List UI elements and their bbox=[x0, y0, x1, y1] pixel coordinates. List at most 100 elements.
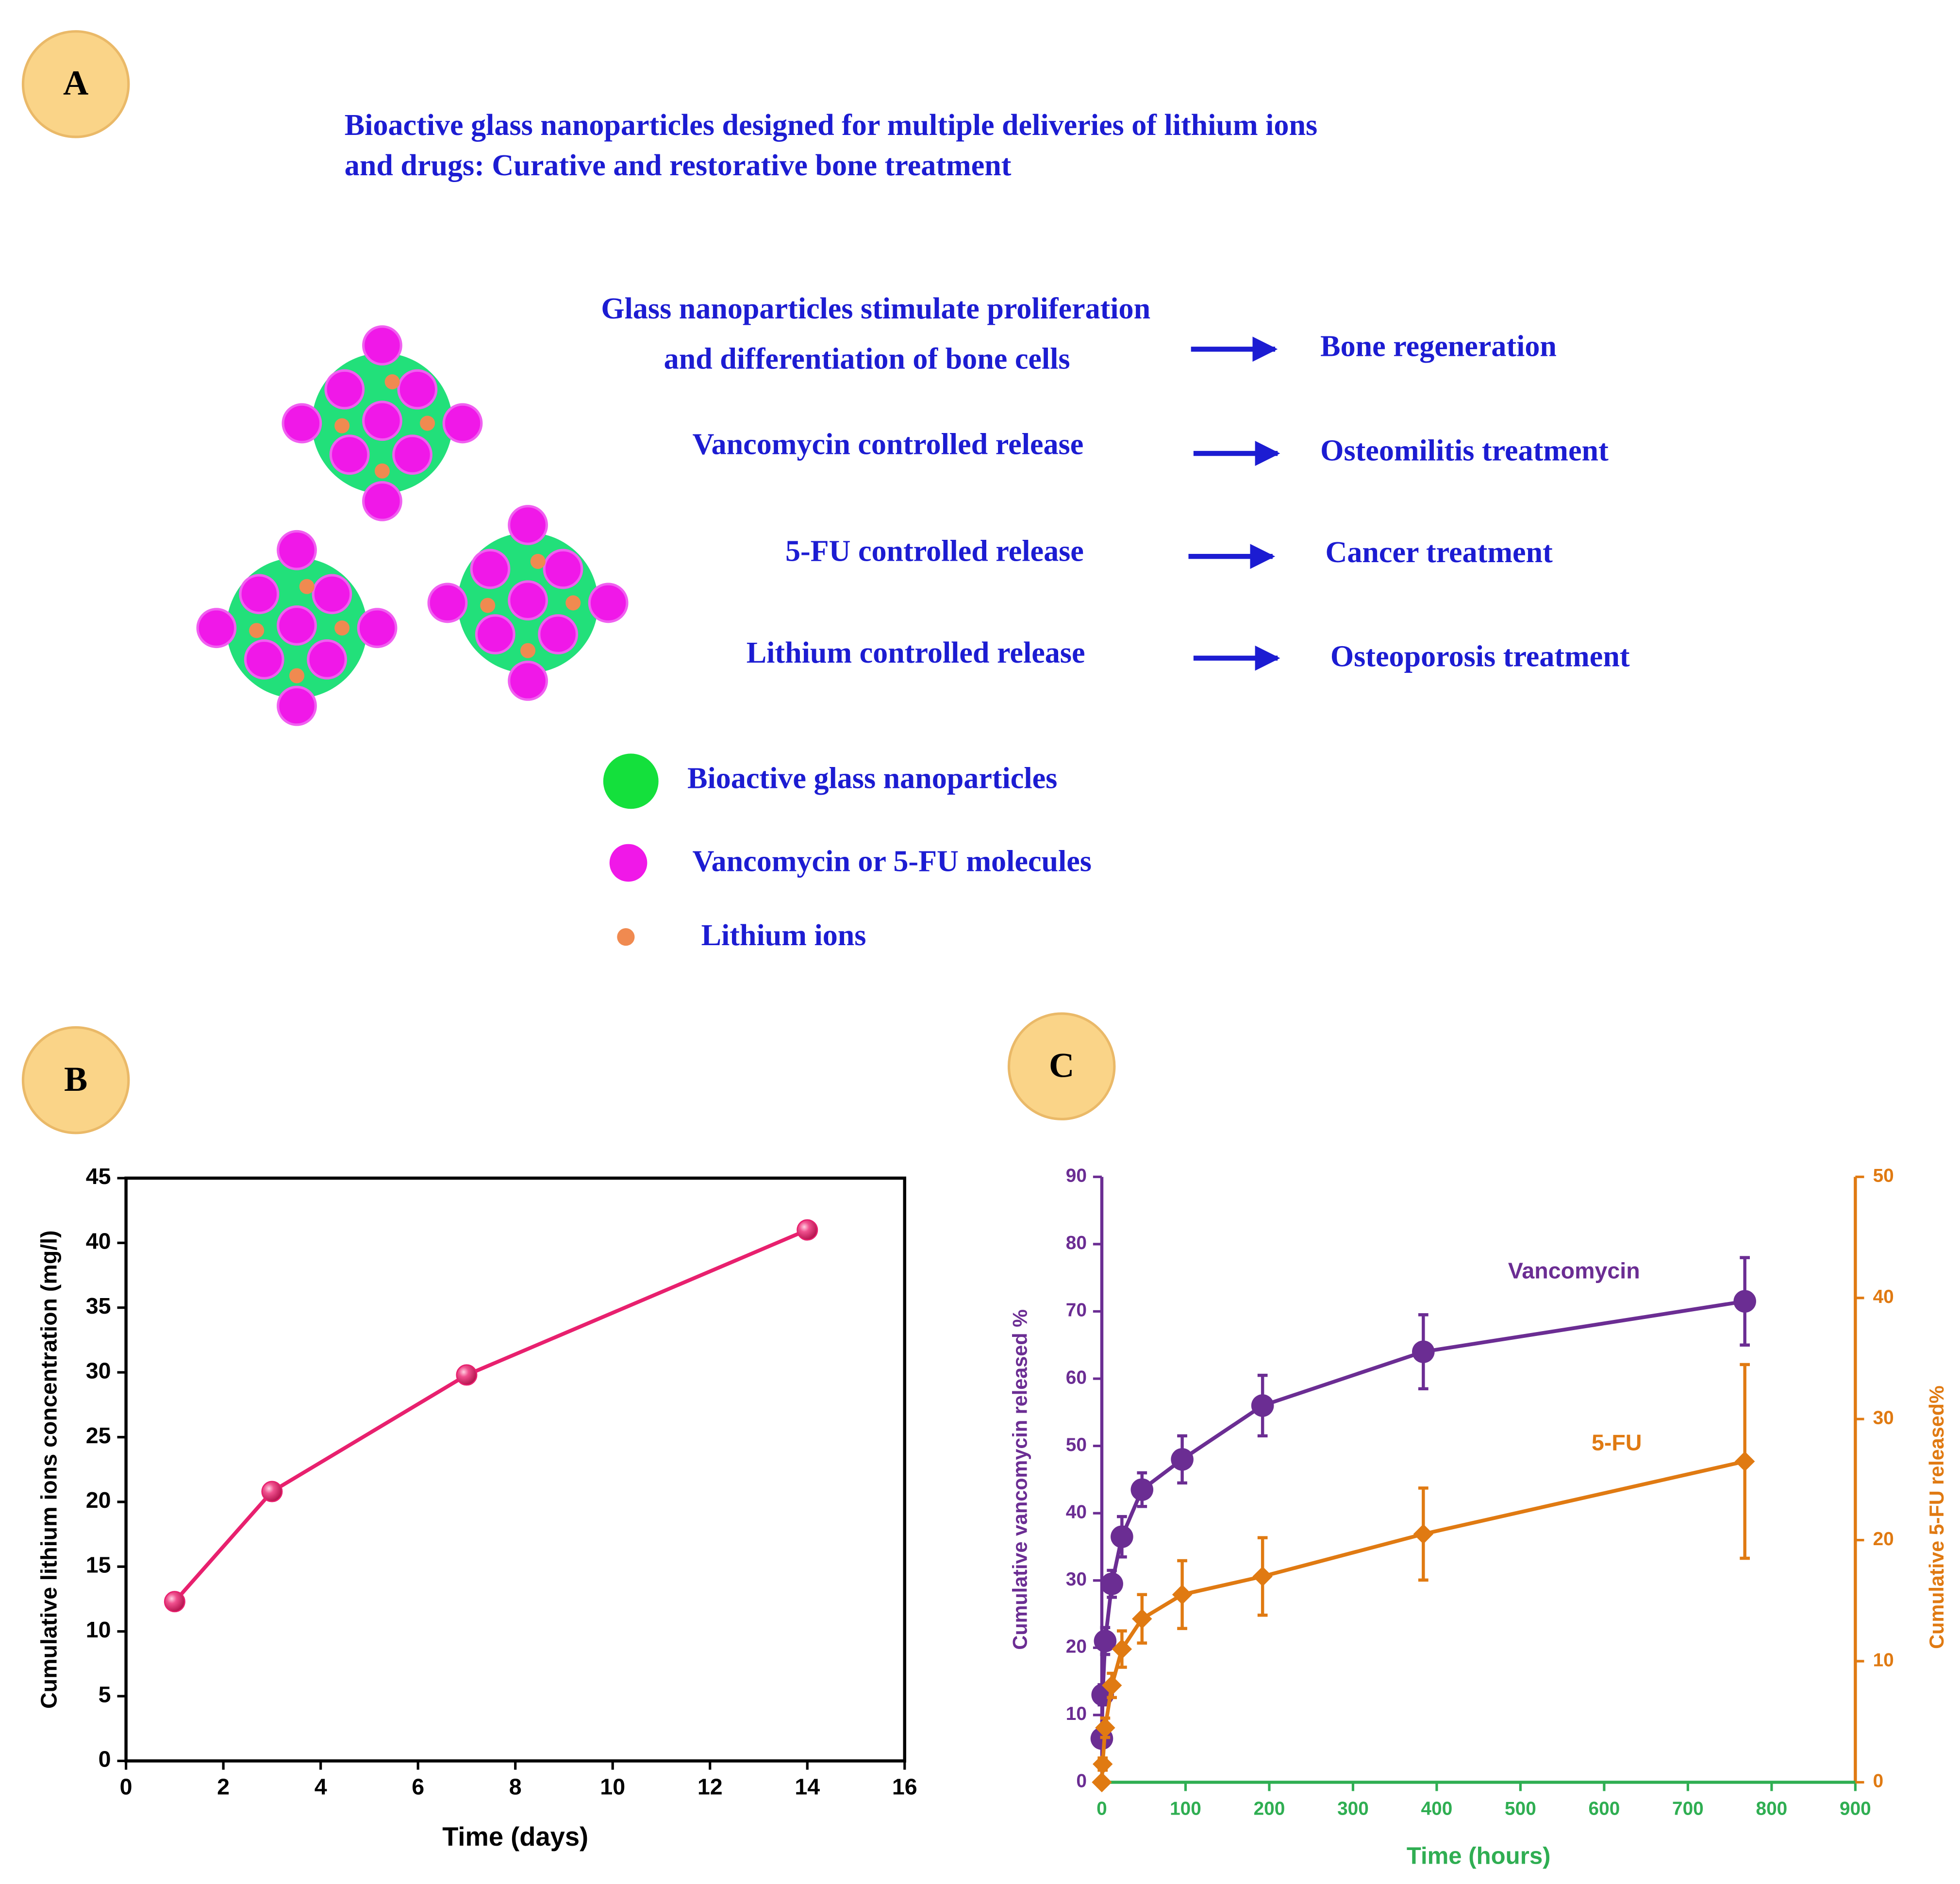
y2-tick-label: 30 bbox=[1873, 1407, 1894, 1428]
y-tick-label: 0 bbox=[1076, 1771, 1087, 1792]
cause-text: Glass nanoparticles stimulate proliferat… bbox=[601, 292, 1150, 325]
y2-axis-label: Cumulative 5-FU released% bbox=[1926, 1385, 1948, 1649]
x-tick-label: 14 bbox=[795, 1774, 820, 1800]
x-tick-label: 16 bbox=[892, 1774, 917, 1800]
drug-molecule bbox=[392, 434, 432, 475]
x-tick-label: 0 bbox=[1096, 1799, 1107, 1819]
y-tick-label: 10 bbox=[86, 1617, 111, 1642]
y-tick-label: 40 bbox=[1066, 1501, 1087, 1522]
lithium-ion bbox=[520, 643, 536, 658]
x-tick-label: 2 bbox=[217, 1774, 230, 1800]
drug-molecule bbox=[543, 549, 583, 589]
y-tick-label: 30 bbox=[1066, 1569, 1087, 1590]
x-axis-label: Time (days) bbox=[442, 1822, 588, 1851]
nanoparticle-cluster bbox=[196, 530, 398, 726]
legend-text: Vancomycin or 5-FU molecules bbox=[693, 845, 1092, 878]
legend-glass-icon bbox=[603, 753, 659, 809]
x-tick-label: 12 bbox=[698, 1774, 723, 1800]
legend-text: Bioactive glass nanoparticles bbox=[687, 762, 1057, 795]
drug-molecule bbox=[362, 481, 402, 521]
panel-label: B bbox=[64, 1059, 87, 1099]
effect-text: Osteoporosis treatment bbox=[1330, 640, 1630, 673]
drug-molecule bbox=[508, 505, 548, 545]
title-line: and drugs: Curative and restorative bone… bbox=[345, 149, 1012, 182]
data-point bbox=[797, 1219, 818, 1241]
y-tick-label: 0 bbox=[99, 1747, 111, 1772]
panel-badge bbox=[21, 30, 130, 138]
cause-text: 5-FU controlled release bbox=[785, 534, 1084, 567]
drug-molecule bbox=[277, 685, 317, 726]
data-point bbox=[1251, 1394, 1274, 1417]
cause-text: Vancomycin controlled release bbox=[693, 428, 1084, 461]
x-axis-label: Time (hours) bbox=[1407, 1843, 1551, 1869]
lithium-ion bbox=[249, 623, 265, 638]
lithium-ion bbox=[530, 554, 546, 569]
x-tick-label: 10 bbox=[600, 1774, 625, 1800]
chart: C0 100 200 300 400 500 600 700 800 90001020304050… bbox=[1007, 1012, 1948, 1869]
y-tick-label: 20 bbox=[86, 1487, 111, 1513]
y2-tick-label: 50 bbox=[1873, 1166, 1894, 1186]
y-tick-label: 70 bbox=[1066, 1300, 1087, 1321]
nanoparticle-cluster bbox=[282, 325, 483, 521]
y2-tick-label: 20 bbox=[1873, 1529, 1894, 1550]
nanoparticle-cluster bbox=[427, 505, 629, 701]
y-tick-label: 5 bbox=[99, 1682, 111, 1707]
drug-molecule bbox=[508, 660, 548, 701]
drug-molecule bbox=[277, 530, 317, 570]
y-tick-label: 60 bbox=[1066, 1367, 1087, 1388]
x-tick-label: 8 bbox=[509, 1774, 522, 1800]
drug-molecule bbox=[362, 325, 402, 366]
data-point bbox=[1171, 1448, 1194, 1471]
data-point bbox=[1111, 1525, 1133, 1548]
lithium-ion bbox=[565, 595, 581, 611]
data-point bbox=[1101, 1675, 1122, 1696]
lithium-ion bbox=[384, 374, 400, 390]
drug-molecule bbox=[397, 369, 438, 410]
x-tick-label: 0 bbox=[120, 1774, 133, 1800]
data-point bbox=[1413, 1524, 1434, 1544]
y-tick-label: 30 bbox=[86, 1358, 111, 1383]
data-point bbox=[456, 1364, 478, 1386]
title-line: Bioactive glass nanoparticles designed f… bbox=[345, 109, 1317, 142]
data-point bbox=[261, 1481, 283, 1502]
y-tick-label: 80 bbox=[1066, 1233, 1087, 1253]
lithium-ion bbox=[374, 463, 390, 479]
lithium-ion bbox=[480, 598, 496, 613]
panel-label: A bbox=[63, 63, 88, 102]
drug-molecule bbox=[244, 639, 284, 680]
y2-tick-label: 0 bbox=[1873, 1771, 1884, 1792]
data-point bbox=[164, 1591, 185, 1613]
legend-text: Lithium ions bbox=[701, 919, 866, 952]
panel-a: A Bioactive glass nanoparticles designed… bbox=[21, 30, 1630, 952]
y-tick-label: 10 bbox=[1066, 1703, 1087, 1724]
drug-molecule bbox=[588, 583, 629, 623]
drug-molecule bbox=[282, 403, 322, 444]
lithium-ion bbox=[334, 620, 350, 636]
data-point bbox=[1130, 1478, 1154, 1501]
y2-tick-label: 40 bbox=[1873, 1286, 1894, 1307]
lithium-ion bbox=[420, 416, 435, 431]
panel-badge bbox=[1007, 1012, 1116, 1120]
x-tick-label: 200 bbox=[1254, 1799, 1285, 1819]
drug-molecule bbox=[442, 403, 483, 444]
x-tick-label: 300 bbox=[1337, 1799, 1369, 1819]
series-label: 5-FU bbox=[1592, 1430, 1642, 1455]
data-point bbox=[1733, 1290, 1756, 1313]
drug-molecule bbox=[312, 574, 352, 615]
cause-text: and differentiation of bone cells bbox=[664, 342, 1070, 375]
data-point bbox=[1100, 1572, 1123, 1595]
drug-molecule bbox=[239, 574, 280, 615]
drug-molecule bbox=[470, 549, 511, 589]
x-tick-label: 6 bbox=[412, 1774, 424, 1800]
data-point bbox=[1095, 1717, 1115, 1738]
drug-molecule bbox=[324, 369, 365, 410]
legend-lithium-icon bbox=[617, 928, 635, 946]
data-point bbox=[1094, 1630, 1117, 1652]
y-tick-label: 25 bbox=[86, 1423, 111, 1448]
drug-molecule bbox=[277, 605, 317, 646]
effect-text: Cancer treatment bbox=[1326, 536, 1553, 569]
data-point bbox=[1092, 1754, 1113, 1774]
data-point bbox=[1112, 1639, 1132, 1659]
drug-molecule bbox=[329, 434, 370, 475]
